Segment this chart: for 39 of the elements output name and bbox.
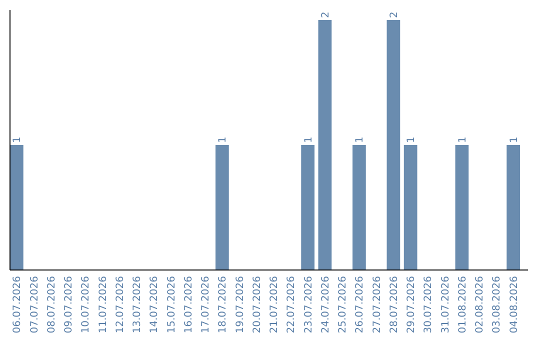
data-label: 1 [354,136,366,143]
x-tick-label: 13.07.2026 [132,276,144,334]
data-label: 1 [508,136,520,143]
x-tick-label: 18.07.2026 [218,276,229,334]
x-tick-label: 31.07.2026 [440,276,452,334]
data-label: 2 [320,12,332,18]
x-tick-label: 26.07.2026 [354,276,366,334]
x-tick-label: 28.07.2026 [388,276,400,334]
x-tick-label: 07.07.2026 [29,276,40,334]
x-tick-label: 19.07.2026 [234,276,246,334]
data-label: 1 [218,136,229,143]
x-tick-label: 16.07.2026 [183,276,194,334]
x-tick-label: 29.07.2026 [406,276,418,334]
x-tick-label: 08.07.2026 [46,276,58,334]
x-tick-label: 01.08.2026 [457,276,468,334]
x-tick-label: 25.07.2026 [338,276,349,334]
x-tick-label: 10.07.2026 [80,276,92,334]
x-tick-label: 06.07.2026 [12,276,24,334]
data-label: 1 [406,136,418,143]
x-tick-label: 15.07.2026 [166,276,178,334]
x-tick-label: 02.08.2026 [474,276,486,334]
x-tick-label: 21.07.2026 [269,276,280,334]
x-tick-label: 03.08.2026 [492,276,503,334]
x-tick-label: 24.07.2026 [320,276,332,334]
x-tick-label: 09.07.2026 [64,276,75,334]
x-tick-label: 22.07.2026 [286,276,298,334]
x-tick-label: 20.07.2026 [252,276,263,334]
x-tick-label: 30.07.2026 [423,276,434,334]
data-label: 1 [303,136,314,143]
data-label: 1 [12,136,24,143]
x-tick-label: 23.07.2026 [303,276,314,334]
x-tick-label: 17.07.2026 [200,276,212,334]
x-tick-label: 04.08.2026 [508,276,520,334]
data-label: 1 [457,136,468,143]
x-tick-label: 27.07.2026 [372,276,383,334]
x-tick-label: 12.07.2026 [114,276,126,334]
x-tick-label: 14.07.2026 [149,276,160,334]
x-tick-label: 11.07.2026 [98,276,109,334]
data-label: 2 [388,12,400,18]
